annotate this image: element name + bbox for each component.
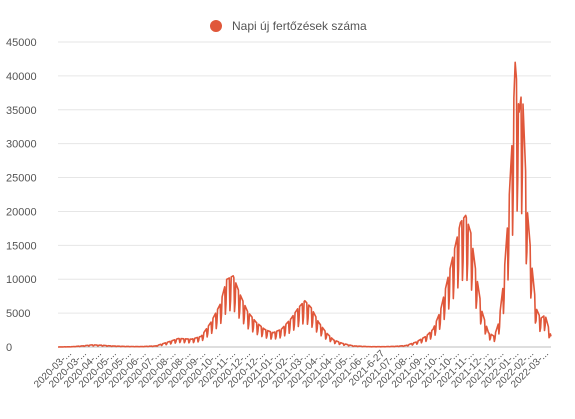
- legend-marker: [210, 20, 222, 32]
- y-axis-ticks: 0 5000 10000 15000 20000 25000 30000 35000 40000…: [6, 37, 37, 354]
- gridlines: [58, 41, 551, 348]
- y-tick-label: 10000: [6, 274, 37, 286]
- y-tick-label: 45000: [6, 37, 37, 49]
- x-axis-ticks: 2020-03-...2020-03-...2020-04-...2020-05…: [32, 348, 551, 390]
- y-tick-label: 20000: [6, 206, 37, 218]
- y-tick-label: 30000: [6, 139, 37, 151]
- y-tick-label: 25000: [6, 173, 37, 185]
- legend-label: Napi új fertőzések száma: [232, 19, 367, 33]
- legend[interactable]: Napi új fertőzések száma: [210, 19, 367, 33]
- y-tick-label: 35000: [6, 105, 37, 117]
- y-tick-label: 0: [6, 342, 12, 354]
- y-tick-label: 40000: [6, 71, 37, 83]
- y-tick-label: 15000: [6, 240, 37, 252]
- y-tick-label: 5000: [6, 308, 30, 320]
- series-line-napi-uj-fertozesek[interactable]: [57, 61, 552, 348]
